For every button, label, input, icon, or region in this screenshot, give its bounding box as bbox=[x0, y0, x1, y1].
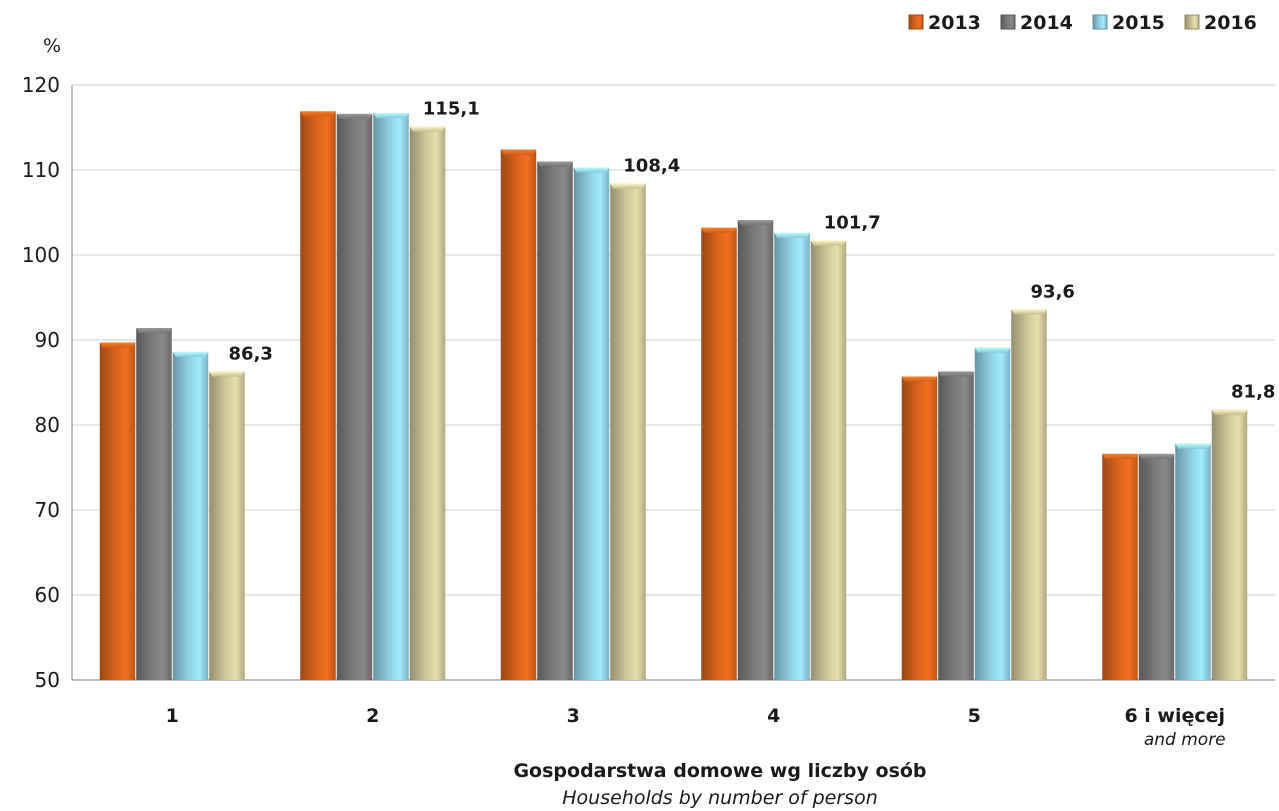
legend-label-2016: 2016 bbox=[1204, 12, 1257, 34]
bar-cap bbox=[1011, 309, 1047, 315]
y-tick-label: 110 bbox=[22, 158, 60, 182]
data-label: 101,7 bbox=[824, 213, 881, 234]
x-tick-label: 4 bbox=[767, 705, 780, 727]
bar-2015-5 bbox=[974, 347, 1011, 680]
bar-cap bbox=[336, 113, 373, 119]
bar-cap bbox=[573, 167, 610, 173]
bar-2013-3 bbox=[500, 149, 537, 681]
data-label: 93,6 bbox=[1031, 281, 1075, 302]
legend-label-2013: 2013 bbox=[928, 12, 981, 34]
legend-label-2015: 2015 bbox=[1112, 12, 1165, 34]
x-axis-title: Gospodarstwa domowe wg liczby osób bbox=[513, 760, 926, 782]
x-tick-label: 2 bbox=[366, 705, 379, 727]
bar-cap bbox=[373, 113, 409, 119]
y-tick-label: 80 bbox=[35, 413, 60, 437]
y-tick-label: 100 bbox=[22, 243, 60, 267]
bar-2015-2 bbox=[373, 113, 409, 681]
bar-2013-2 bbox=[300, 111, 336, 681]
bar-cap bbox=[774, 232, 810, 238]
bar-cap bbox=[136, 328, 172, 334]
bar-2013-6 bbox=[1102, 453, 1138, 680]
bar-cap bbox=[409, 126, 446, 132]
bar-cap bbox=[172, 351, 209, 357]
y-tick-label: 120 bbox=[22, 73, 60, 97]
bars bbox=[99, 111, 1248, 681]
legend-swatch-2016 bbox=[1184, 14, 1200, 30]
y-axis-ticks: 50 60 70 80 90 100 110 120 bbox=[22, 73, 60, 692]
legend: 2013 2014 2015 2016 bbox=[908, 12, 1257, 34]
bar-2013-1 bbox=[99, 342, 136, 680]
bar-2016-4 bbox=[810, 240, 847, 681]
bar-2016-1 bbox=[209, 371, 245, 680]
bar-cap bbox=[537, 161, 573, 167]
bar-2014-5 bbox=[938, 371, 974, 680]
y-tick-label: 70 bbox=[35, 498, 60, 522]
y-tick-label: 60 bbox=[35, 583, 60, 607]
bar-2013-5 bbox=[901, 376, 938, 680]
bar-2013-4 bbox=[701, 227, 737, 681]
bar-cap bbox=[209, 371, 245, 377]
data-label: 86,3 bbox=[229, 343, 273, 364]
x-axis-labels: 1 2 3 4 5 6 i więcej and more bbox=[166, 705, 1226, 750]
bar-cap bbox=[1102, 453, 1138, 459]
bar-cap bbox=[99, 342, 136, 348]
bar-cap bbox=[737, 220, 774, 226]
bar-2014-1 bbox=[136, 328, 172, 680]
bar-2016-3 bbox=[610, 183, 646, 680]
gridlines bbox=[71, 84, 1275, 681]
x-tick-sublabel: and more bbox=[1144, 730, 1226, 750]
legend-swatch-2014 bbox=[1000, 14, 1016, 30]
bar-2016-5 bbox=[1011, 309, 1047, 680]
bar-cap bbox=[1138, 453, 1175, 459]
bar-cap bbox=[500, 149, 537, 155]
bar-cap bbox=[1211, 409, 1248, 415]
x-tick-label: 5 bbox=[968, 705, 981, 727]
legend-swatch-2015 bbox=[1092, 14, 1108, 30]
bar-cap bbox=[938, 371, 974, 377]
bar-2014-4 bbox=[737, 220, 774, 680]
data-label: 81,8 bbox=[1231, 382, 1275, 403]
y-tick-label: 90 bbox=[35, 328, 60, 352]
data-label: 115,1 bbox=[423, 99, 480, 120]
bar-cap bbox=[1175, 443, 1211, 449]
x-axis-subtitle: Households by number of person bbox=[562, 787, 878, 809]
bar-cap bbox=[810, 240, 847, 246]
legend-swatch-2013 bbox=[908, 14, 924, 30]
bar-cap bbox=[701, 227, 737, 233]
bar-2015-6 bbox=[1175, 443, 1211, 680]
bar-2014-2 bbox=[336, 113, 373, 680]
bar-2015-4 bbox=[774, 232, 810, 680]
bar-2016-2 bbox=[409, 126, 446, 680]
x-tick-label: 6 i więcej bbox=[1124, 705, 1225, 727]
bar-2014-6 bbox=[1138, 453, 1175, 680]
bar-2015-3 bbox=[573, 167, 610, 680]
bar-2014-3 bbox=[537, 161, 573, 680]
x-tick-label: 1 bbox=[166, 705, 179, 727]
data-label: 108,4 bbox=[623, 156, 680, 177]
y-axis-unit: % bbox=[43, 35, 61, 57]
data-labels: 86,3 115,1 108,4 101,7 93,6 81,8 bbox=[229, 99, 1276, 403]
bar-cap bbox=[610, 183, 646, 189]
bar-2015-1 bbox=[172, 351, 209, 680]
legend-label-2014: 2014 bbox=[1020, 12, 1073, 34]
x-tick-label: 3 bbox=[567, 705, 580, 727]
bar-cap bbox=[300, 111, 336, 117]
bar-cap bbox=[974, 347, 1011, 353]
bar-2016-6 bbox=[1211, 409, 1248, 680]
bar-cap bbox=[901, 376, 938, 382]
y-tick-label: 50 bbox=[35, 668, 60, 692]
